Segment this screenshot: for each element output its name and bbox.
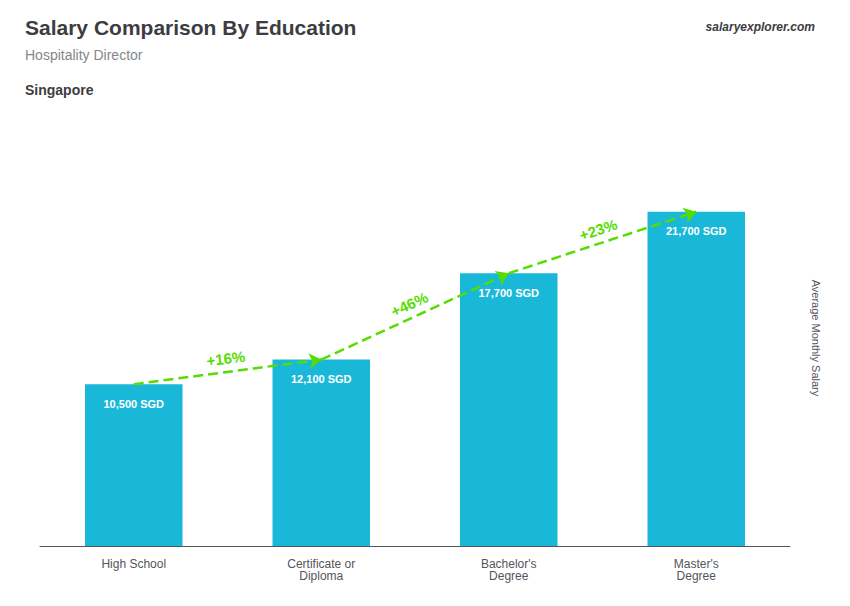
svg-text:Hospitality Director: Hospitality Director	[25, 47, 143, 63]
svg-text:+46%: +46%	[388, 288, 430, 320]
svg-text:salaryexplorer.com: salaryexplorer.com	[706, 20, 816, 34]
svg-text:17,700 SGD: 17,700 SGD	[478, 287, 539, 299]
svg-text:Salary Comparison By Education: Salary Comparison By Education	[25, 16, 356, 39]
svg-text:Singapore: Singapore	[25, 82, 94, 98]
svg-text:12,100 SGD: 12,100 SGD	[291, 373, 352, 385]
svg-text:Degree: Degree	[489, 569, 529, 583]
svg-text:Bachelor's: Bachelor's	[480, 557, 537, 571]
svg-text:Average Monthly Salary: Average Monthly Salary	[810, 280, 822, 397]
svg-text:10,500 SGD: 10,500 SGD	[103, 398, 164, 410]
svg-text:+16%: +16%	[205, 348, 246, 370]
svg-text:21,700 SGD: 21,700 SGD	[666, 225, 727, 237]
svg-text:Diploma: Diploma	[299, 569, 343, 583]
svg-text:High School: High School	[101, 557, 166, 571]
svg-text:Certificate or: Certificate or	[287, 557, 356, 571]
svg-text:Master's: Master's	[673, 557, 719, 571]
svg-text:+23%: +23%	[577, 216, 619, 244]
svg-text:Degree: Degree	[677, 569, 717, 583]
